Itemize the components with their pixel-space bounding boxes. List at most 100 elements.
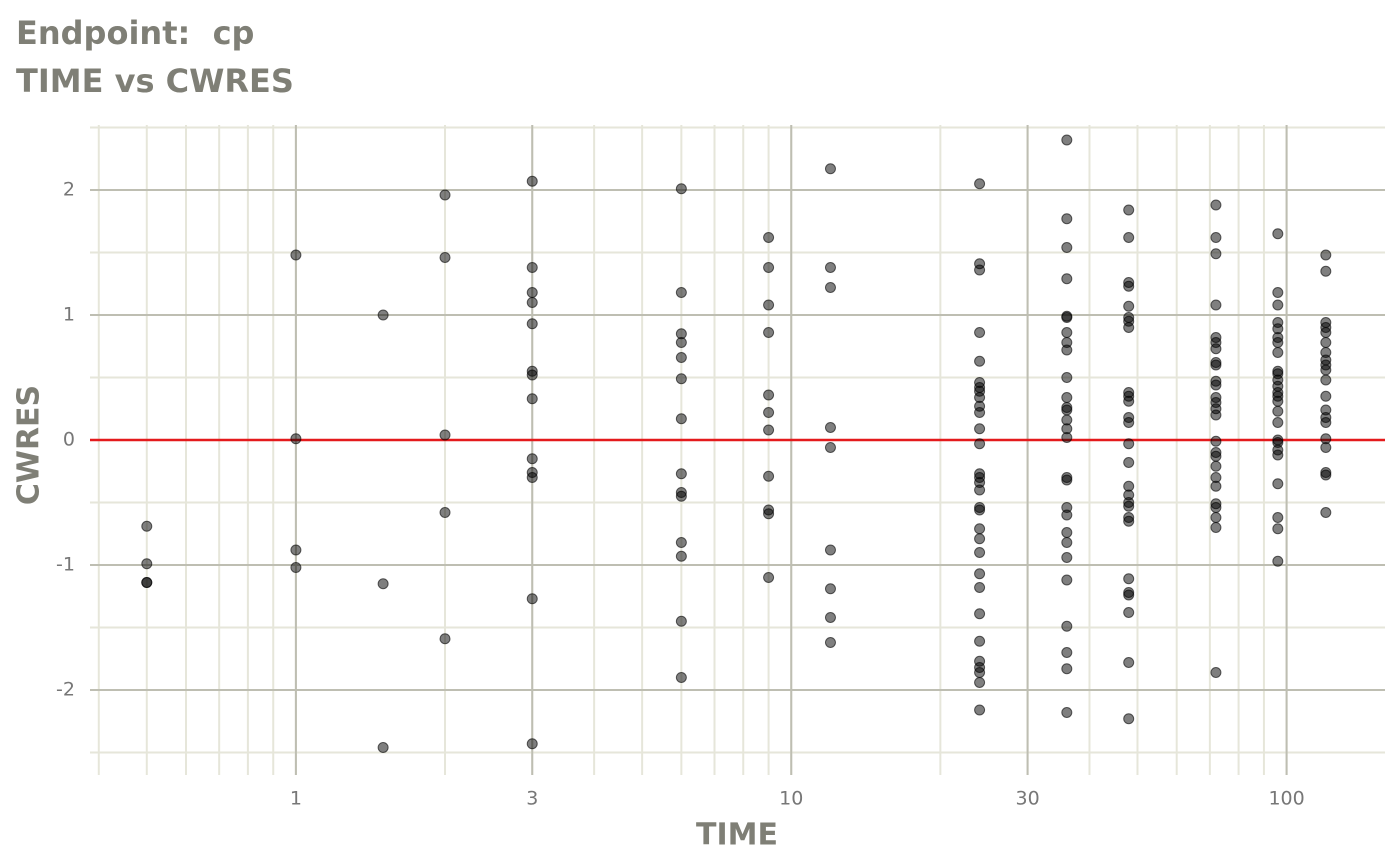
point — [1320, 374, 1332, 386]
point — [1210, 522, 1222, 533]
point — [763, 232, 775, 243]
point — [1320, 507, 1332, 518]
point — [824, 442, 836, 453]
point — [526, 472, 538, 483]
point — [974, 327, 986, 338]
point — [1210, 512, 1222, 523]
point — [526, 262, 538, 273]
point — [974, 264, 986, 276]
point — [824, 544, 836, 556]
point — [1272, 287, 1284, 298]
point — [439, 252, 451, 263]
point — [526, 393, 538, 405]
point — [824, 262, 836, 273]
point — [763, 470, 775, 482]
point — [1061, 372, 1073, 383]
point — [1123, 657, 1135, 668]
point — [1123, 713, 1135, 725]
point — [1210, 450, 1222, 462]
point — [1123, 457, 1135, 468]
point — [1061, 242, 1073, 253]
y-axis-title: CWRES — [12, 385, 47, 505]
point — [1061, 663, 1073, 675]
point — [675, 550, 687, 562]
point — [1061, 134, 1073, 146]
point — [439, 189, 451, 201]
point — [675, 468, 687, 480]
grid — [90, 125, 1385, 775]
point — [974, 504, 986, 516]
x-axis-title: TIME — [696, 818, 778, 853]
point — [141, 520, 153, 532]
point — [1210, 199, 1222, 211]
point — [1061, 707, 1073, 718]
point — [1123, 204, 1135, 216]
point — [1061, 474, 1073, 486]
point — [824, 612, 836, 623]
point — [1123, 573, 1135, 585]
point — [974, 677, 986, 688]
point — [974, 423, 986, 435]
point — [1061, 327, 1073, 338]
point — [1272, 347, 1284, 358]
point — [675, 672, 687, 683]
point — [1272, 417, 1284, 428]
point — [1123, 322, 1135, 333]
y-tick-label: -2 — [56, 679, 75, 701]
point — [1320, 337, 1332, 348]
point — [974, 667, 986, 678]
point — [1061, 574, 1073, 586]
x-tick-label: 10 — [779, 788, 803, 810]
x-tick-label: 1 — [290, 788, 302, 810]
point — [763, 389, 775, 401]
point — [1061, 404, 1073, 416]
point — [1123, 607, 1135, 618]
point — [526, 593, 538, 605]
point — [1123, 280, 1135, 292]
y-tick-label: 2 — [63, 179, 75, 201]
point — [1210, 299, 1222, 311]
point — [1210, 667, 1222, 678]
point — [824, 637, 836, 648]
y-tick-label: 1 — [63, 304, 75, 326]
point — [526, 318, 538, 330]
point — [1272, 555, 1284, 567]
point — [763, 508, 775, 520]
point — [290, 433, 302, 445]
point — [1123, 515, 1135, 527]
point — [377, 309, 389, 321]
point — [1320, 327, 1332, 338]
point — [1210, 248, 1222, 260]
point — [763, 262, 775, 273]
point — [1210, 502, 1222, 513]
point — [1061, 620, 1073, 632]
point — [763, 424, 775, 436]
point — [974, 438, 986, 450]
point — [1123, 232, 1135, 243]
point — [675, 490, 687, 502]
point — [1123, 500, 1135, 512]
point — [1272, 228, 1284, 240]
point — [1210, 435, 1222, 447]
point — [1210, 232, 1222, 243]
point — [675, 615, 687, 627]
point — [675, 183, 687, 195]
point — [439, 429, 451, 441]
point — [1061, 432, 1073, 443]
point — [1320, 249, 1332, 261]
point — [1061, 509, 1073, 521]
point — [1210, 480, 1222, 492]
point — [439, 507, 451, 518]
point — [1210, 409, 1222, 421]
point — [1061, 273, 1073, 285]
point — [1061, 552, 1073, 563]
point — [974, 568, 986, 580]
point — [439, 633, 451, 645]
point — [526, 738, 538, 750]
point — [763, 407, 775, 418]
point — [290, 544, 302, 556]
y-tick-label: 0 — [63, 429, 75, 451]
point — [1210, 460, 1222, 472]
point — [763, 299, 775, 311]
